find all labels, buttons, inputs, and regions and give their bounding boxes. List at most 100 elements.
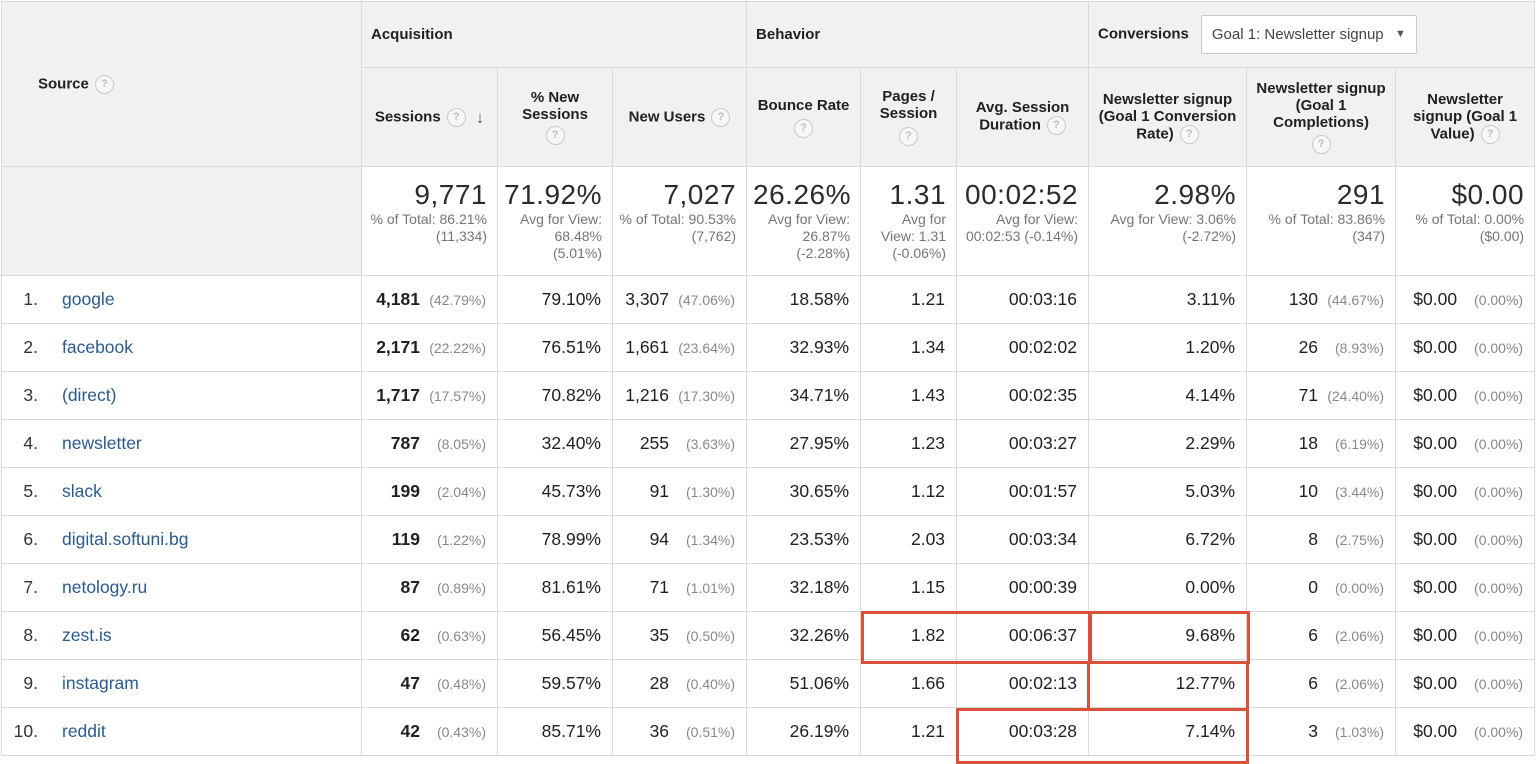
total-subtext: % of Total: 83.86% (347): [1268, 211, 1386, 244]
total-avg-duration: 00:02:52 Avg for View: 00:02:53 (-0.14%): [956, 166, 1090, 276]
total-subtext: % of Total: 0.00% ($0.00): [1415, 211, 1525, 244]
help-icon[interactable]: ?: [545, 126, 565, 145]
new-sessions-cell: 59.57%: [497, 659, 613, 708]
new-users-value: 255: [639, 433, 670, 453]
total-value: 00:02:52: [965, 179, 1079, 210]
goal-select-value: Goal 1: Newsletter signup: [1211, 26, 1384, 43]
goal-value-cell: $0.00 (0.00%): [1395, 371, 1536, 420]
new-users-percent: (0.40%): [686, 676, 736, 692]
help-icon[interactable]: ?: [1311, 135, 1331, 154]
sessions-value: 119: [391, 529, 420, 549]
conversion-rate-cell: 3.11%: [1088, 275, 1248, 324]
conversion-rate-column-header[interactable]: Newsletter signup (Goal 1 Conversion Rat…: [1088, 67, 1248, 167]
completions-column-header[interactable]: Newsletter signup (Goal 1 Completions)?: [1246, 67, 1397, 167]
pages-session-column-header[interactable]: Pages / Session?: [860, 67, 958, 167]
new-users-value: 1,216: [625, 385, 670, 405]
conversions-group-header: Conversions Goal 1: Newsletter signup ▼: [1088, 1, 1536, 68]
new-users-cell: 1,661 (23.64%): [611, 323, 748, 372]
new-users-percent: (1.34%): [686, 532, 736, 548]
avg-duration-value: 00:02:02: [1008, 337, 1078, 357]
report-body: 9,771% of Total: 86.21% (11,334) 71.92% A…: [1, 166, 1536, 756]
completions-cell: 10 (3.44%): [1246, 467, 1397, 516]
new-users-value: 28: [649, 673, 670, 693]
avg-duration-value: 00:02:13: [1008, 673, 1078, 693]
source-link[interactable]: facebook: [62, 337, 134, 357]
bounce-rate-value: 30.65%: [789, 481, 850, 501]
avg-duration-header-label: Avg. Session Duration: [975, 99, 1070, 134]
table-row: 2. facebook 2,171 (22.22%) 76.51% 1,661 (23.64…: [1, 323, 1536, 372]
total-subtext: Avg for View: 1.31 (-0.06%): [880, 211, 947, 261]
bounce-rate-value: 32.18%: [789, 577, 850, 597]
row-index: 5.: [23, 481, 38, 501]
goal-select-dropdown[interactable]: Goal 1: Newsletter signup ▼: [1200, 15, 1417, 54]
help-icon[interactable]: ?: [899, 127, 919, 146]
help-icon[interactable]: ?: [794, 118, 814, 138]
source-column-header[interactable]: Source?: [1, 1, 362, 167]
completions-value: 6: [1308, 673, 1319, 693]
new-users-column-header[interactable]: New Users?: [611, 67, 748, 167]
source-link[interactable]: (direct): [62, 385, 117, 405]
sessions-percent: (0.48%): [436, 676, 486, 692]
new-users-percent: (23.64%): [678, 340, 736, 356]
source-link[interactable]: google: [62, 289, 115, 309]
source-link[interactable]: newsletter: [62, 433, 142, 453]
total-subtext: % of Total: 86.21% (11,334): [370, 211, 487, 244]
column-header-row: Sessions? ↓ % New Sessions? New Users? Bo…: [1, 67, 1536, 167]
new-sessions-header-label: % New Sessions: [522, 89, 588, 123]
sessions-cell: 1,717 (17.57%): [361, 371, 498, 420]
source-cell: 7. netology.ru: [1, 563, 362, 612]
help-icon[interactable]: ?: [1179, 124, 1199, 144]
completions-cell: 3 (1.03%): [1246, 707, 1397, 756]
total-value: 1.31: [889, 179, 947, 210]
goal-value-value: $0.00: [1413, 577, 1458, 597]
sessions-cell: 119 (1.22%): [361, 515, 498, 564]
help-icon[interactable]: ?: [711, 107, 731, 127]
avg-duration-column-header[interactable]: Avg. Session Duration?: [956, 67, 1090, 167]
conversion-rate-value: 7.14%: [1185, 721, 1236, 741]
help-icon[interactable]: ?: [94, 74, 114, 94]
source-link[interactable]: zest.is: [62, 625, 112, 645]
totals-row: 9,771% of Total: 86.21% (11,334) 71.92% A…: [1, 166, 1536, 276]
sort-down-arrow-icon[interactable]: ↓: [475, 107, 485, 127]
avg-duration-value: 00:06:37: [1008, 625, 1078, 645]
goal-value-value: $0.00: [1413, 433, 1458, 453]
source-link[interactable]: netology.ru: [62, 577, 148, 597]
avg-duration-cell: 00:03:27: [956, 419, 1090, 468]
row-index: 3.: [23, 385, 38, 405]
help-icon[interactable]: ?: [1046, 116, 1066, 135]
chevron-down-icon: ▼: [1395, 28, 1406, 40]
conversion-rate-header-label: Newsletter signup (Goal 1 Conversion Rat…: [1098, 90, 1237, 142]
new-sessions-cell: 70.82%: [497, 371, 613, 420]
new-users-cell: 3,307 (47.06%): [611, 275, 748, 324]
conversion-rate-cell: 5.03%: [1088, 467, 1248, 516]
new-users-cell: 35 (0.50%): [611, 611, 748, 660]
goal-value-cell: $0.00 (0.00%): [1395, 707, 1536, 756]
help-icon[interactable]: ?: [1480, 124, 1500, 144]
source-link[interactable]: instagram: [62, 673, 139, 693]
source-link[interactable]: reddit: [62, 721, 106, 741]
avg-duration-value: 00:02:35: [1008, 385, 1078, 405]
completions-value: 8: [1308, 529, 1319, 549]
source-link[interactable]: digital.softuni.bg: [62, 529, 189, 549]
goal-value-column-header[interactable]: Newsletter signup (Goal 1 Value)?: [1395, 67, 1536, 167]
goal-value-value: $0.00: [1413, 289, 1458, 309]
bounce-rate-column-header[interactable]: Bounce Rate?: [746, 67, 862, 167]
new-sessions-column-header[interactable]: % New Sessions?: [497, 67, 613, 167]
bounce-rate-value: 26.19%: [789, 721, 850, 741]
new-users-value: 91: [649, 481, 670, 501]
bounce-rate-header-label: Bounce Rate: [757, 96, 850, 114]
new-sessions-value: 79.10%: [541, 289, 601, 309]
help-icon[interactable]: ?: [446, 107, 466, 127]
goal-value-cell: $0.00 (0.00%): [1395, 275, 1536, 324]
source-link[interactable]: slack: [62, 481, 102, 501]
sessions-percent: (0.63%): [436, 628, 486, 644]
completions-cell: 18 (6.19%): [1246, 419, 1397, 468]
row-index: 9.: [23, 673, 38, 693]
sessions-column-header[interactable]: Sessions? ↓: [361, 67, 498, 167]
source-cell: 6. digital.softuni.bg: [1, 515, 362, 564]
sessions-cell: 787 (8.05%): [361, 419, 498, 468]
pages-session-cell: 1.21: [860, 707, 958, 756]
total-subtext: Avg for View: 68.48% (5.01%): [520, 211, 602, 261]
